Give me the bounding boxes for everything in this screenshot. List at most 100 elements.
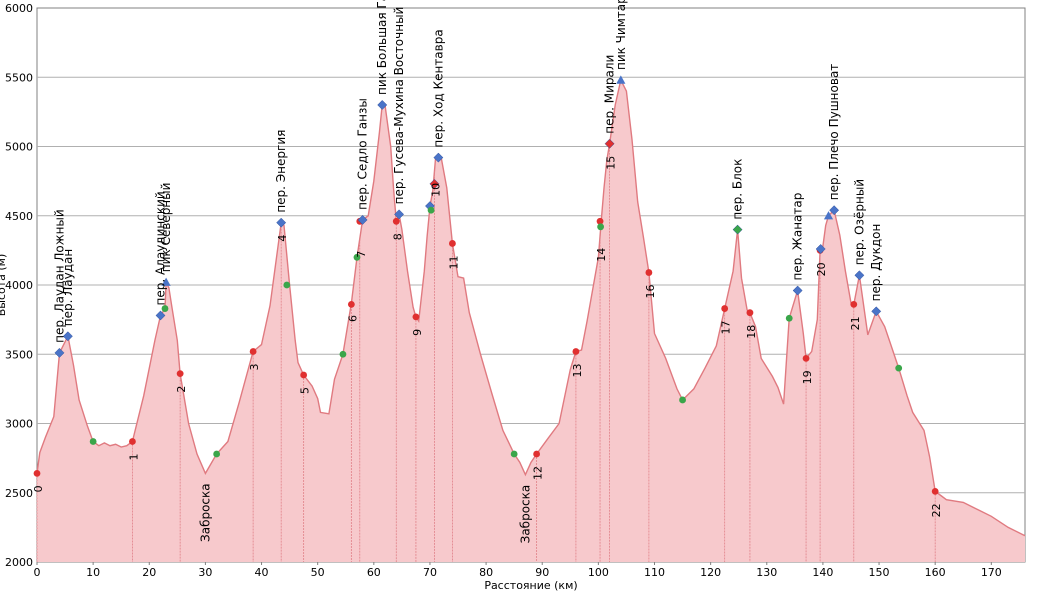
pass-diamond-marker (604, 138, 615, 149)
pass-diamond-marker (433, 152, 444, 163)
pass-diamond-marker (394, 209, 405, 220)
x-tick-label: 130 (756, 566, 777, 579)
y-tick-label: 5500 (5, 71, 33, 84)
waypoint-dot (721, 305, 729, 312)
x-tick-label: 50 (311, 566, 325, 579)
day-line-layer (36, 143, 936, 562)
day-number-label: 21 (849, 316, 862, 330)
pass-diamond-marker (276, 217, 287, 228)
waypoint-name-label: пер. Жанатар (791, 193, 805, 281)
x-tick-label: 40 (255, 566, 269, 579)
day-number-label: 0 (32, 485, 45, 492)
waypoint-dot (353, 253, 361, 261)
day-number-label: 6 (346, 315, 359, 322)
day-number-label: 18 (745, 325, 758, 339)
x-tick-label: 110 (644, 566, 665, 579)
waypoint-dot (572, 348, 580, 355)
day-number-label: 9 (411, 329, 424, 336)
day-number-label: 1 (127, 454, 140, 461)
day-number-label: 19 (801, 370, 814, 384)
waypoint-name-label: пер. Алаудинский (154, 191, 168, 305)
waypoint-name-label: пик Чимтарга (614, 0, 628, 70)
waypoint-dot (392, 217, 400, 225)
x-tick-label: 60 (367, 566, 381, 579)
waypoint-dot (895, 364, 903, 372)
y-tick-label: 6000 (5, 2, 33, 15)
waypoint-dot (679, 396, 686, 404)
y-tick-label: 4000 (5, 279, 33, 292)
waypoint-name-label: пик Северный (159, 183, 173, 273)
waypoint-name-label: пер. Блок (731, 159, 745, 220)
waypoint-dot (213, 450, 221, 458)
waypoint-dot (597, 223, 605, 231)
waypoint-name-label: пер. Энергия (274, 130, 288, 213)
waypoint-dot (427, 206, 435, 214)
day-number-label: 2 (175, 386, 188, 393)
x-tick-label: 170 (981, 566, 1002, 579)
day-number-label: 7 (355, 251, 368, 258)
y-tick-label: 2500 (5, 487, 33, 500)
waypoint-dot (161, 305, 169, 312)
pass-diamond-marker (792, 285, 803, 296)
day-number-label: 15 (605, 156, 618, 170)
waypoint-name-label: пер. Плечо Пушноват (827, 64, 841, 201)
x-tick-label: 20 (142, 566, 156, 579)
pass-diamond-marker (62, 331, 73, 342)
x-tick-label: 150 (869, 566, 890, 579)
x-tick-label: 70 (423, 566, 437, 579)
day-number-label: 10 (429, 183, 442, 197)
waypoint-name-label: пер. Гусева-Мухина Восточный (392, 7, 406, 205)
x-tick-label: 120 (700, 566, 721, 579)
day-number-label: 20 (815, 262, 828, 276)
pass-diamond-marker (815, 244, 826, 254)
day-number-label: 8 (391, 233, 404, 240)
peak-triangle-marker (161, 277, 171, 286)
waypoint-name-label: пер. Лаудан Ложный (52, 209, 66, 343)
y-tick-label: 4500 (5, 210, 33, 223)
pass-diamond-marker (377, 99, 388, 110)
waypoint-dot (129, 438, 136, 445)
y-tick-label: 2000 (5, 556, 33, 569)
pass-diamond-marker (54, 347, 65, 358)
y-tick-label: 5000 (5, 141, 33, 154)
day-number-label: 17 (720, 321, 733, 335)
x-tick-label: 80 (479, 566, 493, 579)
waypoint-name-label: Заброска (518, 485, 532, 544)
y-axis-title: Высота (м) (0, 254, 8, 317)
waypoint-name-label: пер. Озёрный (852, 179, 866, 265)
waypoint-dot (746, 309, 754, 317)
waypoint-dot (412, 313, 420, 321)
pass-diamond-marker (357, 214, 368, 225)
waypoint-dot (339, 350, 347, 358)
waypoint-dot (785, 314, 793, 322)
x-tick-label: 160 (925, 566, 946, 579)
pass-diamond-marker (429, 178, 440, 189)
waypoint-name-label: пер. Седло Ганзы (356, 98, 370, 210)
waypoint-dot (850, 300, 858, 308)
y-tick-label: 3000 (5, 418, 33, 431)
x-tick-label: 90 (535, 566, 549, 579)
day-number-label: 13 (571, 363, 584, 377)
waypoint-dot (645, 269, 653, 276)
x-tick-label: 0 (34, 566, 41, 579)
pass-diamond-marker (854, 270, 865, 281)
waypoint-name-label: пер. Ход Кентавра (431, 29, 445, 147)
waypoint-dot (802, 355, 810, 362)
waypoint-name-label: Заброска (198, 483, 212, 542)
waypoint-dot (510, 450, 518, 458)
waypoint-dot (33, 469, 41, 477)
x-tick-label: 10 (86, 566, 100, 579)
waypoint-name-label: пер. Мирали (603, 55, 617, 134)
day-number-label: 5 (299, 387, 312, 394)
peak-triangle-marker (823, 211, 834, 220)
x-axis-title: Расстояние (км) (484, 579, 577, 592)
day-number-label: 22 (930, 503, 943, 517)
waypoint-dot (300, 371, 308, 379)
waypoint-dot (533, 450, 541, 458)
waypoint-dot (283, 281, 291, 289)
y-tick-label: 3500 (5, 348, 33, 361)
